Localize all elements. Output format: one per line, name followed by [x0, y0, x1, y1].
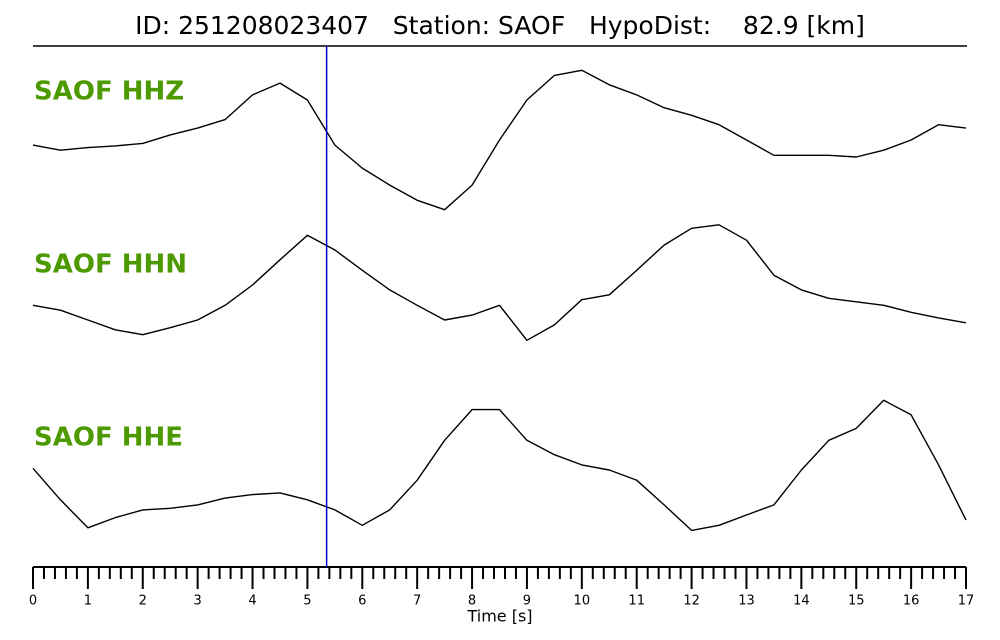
x-tick-label: 16 [903, 594, 920, 609]
x-tick-label: 2 [139, 594, 147, 609]
x-tick-label: 10 [574, 594, 591, 609]
x-tick-label: 12 [683, 594, 700, 609]
x-tick-label: 6 [358, 594, 366, 609]
x-tick-label: 11 [628, 594, 645, 609]
x-tick-label: 1 [84, 594, 92, 609]
channel-label: SAOF HHZ [34, 77, 184, 107]
trace [32, 69, 967, 211]
x-tick-label: 3 [194, 594, 202, 609]
x-tick-label: 15 [848, 594, 865, 609]
x-tick-label: 14 [793, 594, 810, 609]
chart-title: ID: 251208023407 Station: SAOF HypoDist:… [135, 11, 865, 40]
trace [32, 224, 967, 341]
x-axis-label: Time [s] [466, 607, 532, 626]
channel-label: SAOF HHE [34, 423, 183, 453]
trace [32, 399, 967, 532]
channel-label: SAOF HHN [34, 250, 187, 280]
x-tick-label: 5 [303, 594, 311, 609]
x-tick-label: 9 [523, 594, 531, 609]
x-tick-label: 8 [468, 594, 476, 609]
x-tick-label: 7 [413, 594, 421, 609]
x-tick-label: 4 [248, 594, 256, 609]
x-tick-label: 0 [29, 594, 37, 609]
x-tick-label: 17 [958, 594, 975, 609]
x-tick-label: 13 [738, 594, 755, 609]
